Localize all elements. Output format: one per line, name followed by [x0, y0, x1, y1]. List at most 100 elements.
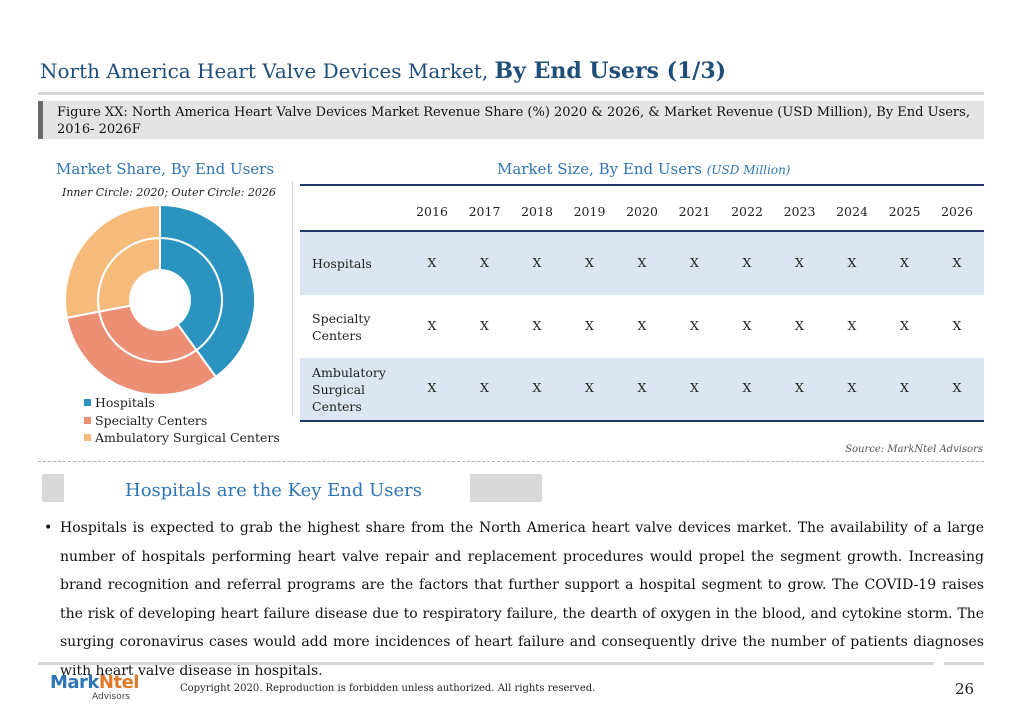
- table-cell: X: [952, 380, 962, 395]
- table-cell: X: [847, 254, 857, 270]
- legend-label: Specialty Centers: [95, 412, 208, 428]
- footer-rule-short: [944, 662, 984, 665]
- table-cell: X: [742, 317, 752, 333]
- markntel-logo: MarkNtel Advisors: [50, 672, 140, 702]
- year-header: 2025: [888, 204, 921, 219]
- year-header: 2021: [678, 204, 711, 219]
- year-header: 2024: [836, 204, 868, 219]
- table-cell: X: [847, 317, 857, 333]
- row-label-line: Hospitals: [312, 256, 372, 271]
- table-row: Ambulatory Surgical Centers X X X X X X X X X X X: [300, 358, 984, 420]
- row-label-line: Ambulatory: [312, 364, 386, 380]
- legend-swatch: [84, 434, 91, 442]
- row-label: Hospitals: [312, 255, 372, 272]
- legend-swatch: [84, 416, 91, 424]
- donut-note: Inner Circle: 2020; Outer Circle: 2026: [62, 186, 276, 199]
- donut-slice-2026-ambulatory-surgical-centers: [64, 203, 161, 319]
- donut-slice-2026-specialty-centers: [65, 310, 218, 396]
- insight-paragraph: Hospitals is expected to grab the highes…: [60, 520, 984, 679]
- page-title-bold: By End Users (1/3): [494, 58, 727, 84]
- table-cell: X: [900, 254, 909, 270]
- row-label-line: Surgical: [312, 381, 366, 397]
- table-cell: X: [690, 380, 699, 395]
- table-cell: X: [637, 317, 647, 333]
- market-size-heading-text: Market Size, By End Users: [497, 160, 702, 178]
- table-cell: X: [427, 317, 437, 333]
- table-cell: X: [795, 380, 804, 395]
- footer-rule: [38, 662, 934, 665]
- year-header: 2019: [573, 204, 606, 219]
- row-label-line: Centers: [312, 327, 362, 343]
- table-cell: X: [690, 317, 699, 333]
- table-cell: X: [742, 380, 752, 395]
- page-number: 26: [955, 680, 975, 698]
- table-cell: X: [480, 380, 489, 395]
- logo-text-advisors: Advisors: [92, 692, 131, 702]
- bullet-marker: •: [44, 520, 53, 536]
- table-cell: X: [585, 254, 594, 270]
- year-header: 2022: [731, 204, 763, 219]
- row-label-line: Centers: [312, 398, 362, 414]
- title-rule: [38, 92, 984, 95]
- figure-caption-box: Figure XX: North America Heart Valve Dev…: [38, 101, 984, 139]
- table-cell: X: [532, 317, 542, 333]
- table-cell: X: [637, 380, 647, 395]
- table-top-rule: [300, 184, 984, 186]
- row-label: Ambulatory Surgical Centers: [312, 364, 386, 415]
- row-label-line: Specialty: [312, 310, 371, 326]
- dashed-divider: [38, 461, 984, 462]
- table-row: Hospitals X X X X X X X X X X X: [300, 232, 984, 295]
- market-share-heading: Market Share, By End Users: [56, 160, 275, 178]
- table-cell: X: [690, 254, 699, 270]
- table-cell: X: [900, 380, 909, 395]
- year-header: 2017: [468, 204, 501, 219]
- table-cell: X: [427, 254, 437, 270]
- table-cell: X: [480, 317, 489, 333]
- key-title-accent-left: [42, 474, 64, 502]
- legend-item: Hospitals: [84, 394, 280, 412]
- section-divider: [292, 182, 293, 416]
- table-cell: X: [585, 380, 594, 395]
- legend-item: Specialty Centers: [84, 412, 280, 430]
- logo-text-mark: Mark: [50, 672, 99, 693]
- table-cell: X: [900, 317, 909, 333]
- legend-swatch: [84, 399, 91, 407]
- year-header: 2018: [521, 204, 553, 219]
- donut-slice-2026-hospitals: [159, 203, 256, 379]
- source-note: Source: MarkNtel Advisors: [845, 444, 983, 455]
- table-cell: X: [532, 254, 542, 270]
- table-cell: X: [480, 254, 489, 270]
- market-size-unit: (USD Million): [706, 163, 791, 177]
- table-cell: X: [742, 254, 752, 270]
- legend-item: Ambulatory Surgical Centers: [84, 429, 280, 447]
- table-cell: X: [795, 317, 804, 333]
- legend-label: Ambulatory Surgical Centers: [95, 430, 280, 445]
- page-title: North America Heart Valve Devices Market…: [40, 58, 726, 84]
- table-cell: X: [532, 380, 542, 395]
- figure-caption: Figure XX: North America Heart Valve Dev…: [57, 105, 970, 137]
- table-cell: X: [427, 380, 437, 395]
- table-cell: X: [637, 254, 647, 270]
- row-label: Specialty Centers: [312, 310, 371, 344]
- table-cell: X: [585, 317, 594, 333]
- table-cell: X: [952, 254, 962, 270]
- logo-text-ntel: Ntel: [98, 672, 140, 693]
- market-share-donut-chart: [64, 203, 256, 396]
- table-cell: X: [847, 380, 857, 395]
- table-row: Specialty Centers X X X X X X X X X X X: [300, 295, 984, 358]
- table-header-rule: [300, 230, 984, 232]
- year-header: 2026: [941, 204, 973, 219]
- key-end-users-title: Hospitals are the Key End Users: [125, 480, 423, 501]
- table-cell: X: [952, 317, 962, 333]
- table-cell: X: [795, 254, 804, 270]
- year-header: 2016: [416, 204, 448, 219]
- legend-label: Hospitals: [95, 395, 155, 410]
- year-header: 2020: [626, 204, 658, 219]
- year-header: 2023: [783, 204, 816, 219]
- table-header-row: 2016 2017 2018 2019 2020 2021 2022 2023 2024 2025…: [300, 186, 984, 232]
- page-title-prefix: North America Heart Valve Devices Market…: [40, 59, 489, 83]
- copyright-text: Copyright 2020. Reproduction is forbidde…: [180, 683, 596, 694]
- table-bottom-rule: [300, 420, 984, 422]
- market-size-heading: Market Size, By End Users (USD Million): [497, 160, 790, 178]
- key-title-accent-right: [470, 474, 542, 502]
